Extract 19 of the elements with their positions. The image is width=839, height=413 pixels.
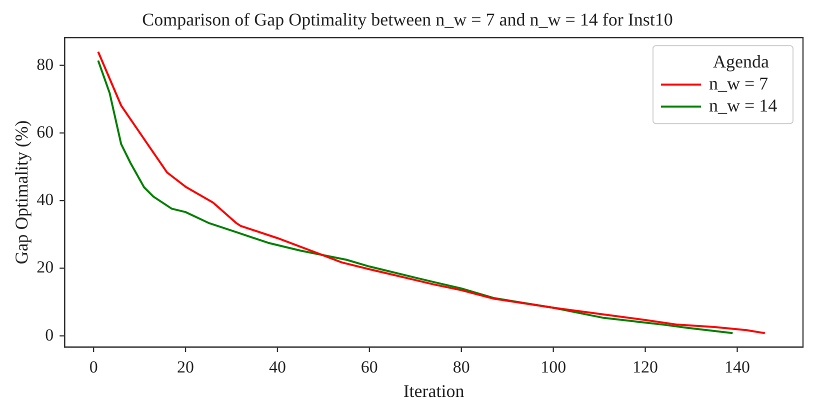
- legend-label: n_w = 7: [709, 73, 768, 94]
- y-tick-label: 0: [45, 325, 54, 344]
- y-tick-label: 20: [36, 258, 54, 277]
- x-tick-label: 140: [724, 358, 750, 377]
- y-tick-label: 60: [36, 122, 54, 142]
- x-tick-label: 60: [360, 358, 378, 377]
- x-tick-label: 100: [540, 358, 566, 377]
- x-tick-label: 40: [268, 358, 286, 377]
- x-tick-label: 120: [632, 358, 658, 377]
- chart-title: Comparison of Gap Optimality between n_w = 7 and n_w = 14 for Inst10: [142, 10, 673, 30]
- y-tick-label: 80: [36, 54, 54, 74]
- x-tick-label: 0: [89, 358, 98, 377]
- legend-label: n_w = 14: [709, 95, 778, 116]
- legend-title: Agenda: [713, 51, 769, 72]
- x-axis-title: Iteration: [403, 380, 464, 401]
- y-tick-label: 40: [36, 190, 54, 210]
- x-tick-label: 80: [452, 358, 470, 377]
- x-tick-label: 20: [177, 358, 194, 377]
- y-axis-title: Gap Optimality (%): [12, 120, 32, 264]
